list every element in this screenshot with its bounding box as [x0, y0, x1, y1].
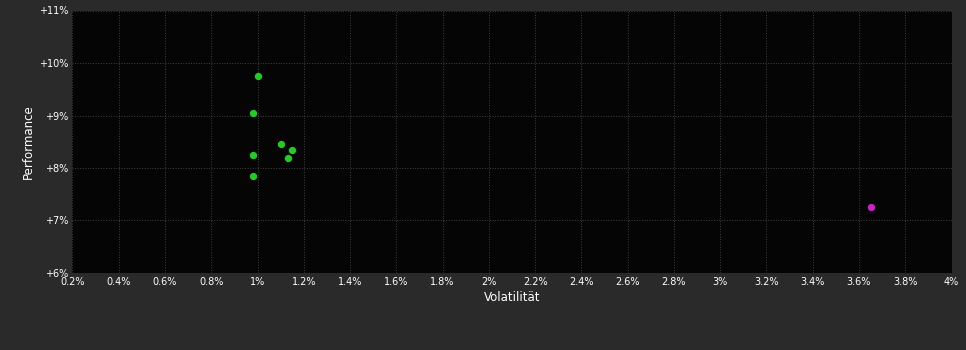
- Point: [250, 74, 266, 79]
- Point: [273, 141, 289, 147]
- Point: [280, 155, 296, 160]
- Point: [245, 110, 261, 116]
- Y-axis label: Performance: Performance: [22, 104, 35, 179]
- Point: [863, 204, 878, 210]
- Point: [245, 173, 261, 178]
- Point: [285, 147, 300, 153]
- Point: [245, 152, 261, 158]
- X-axis label: Volatilität: Volatilität: [484, 291, 540, 304]
